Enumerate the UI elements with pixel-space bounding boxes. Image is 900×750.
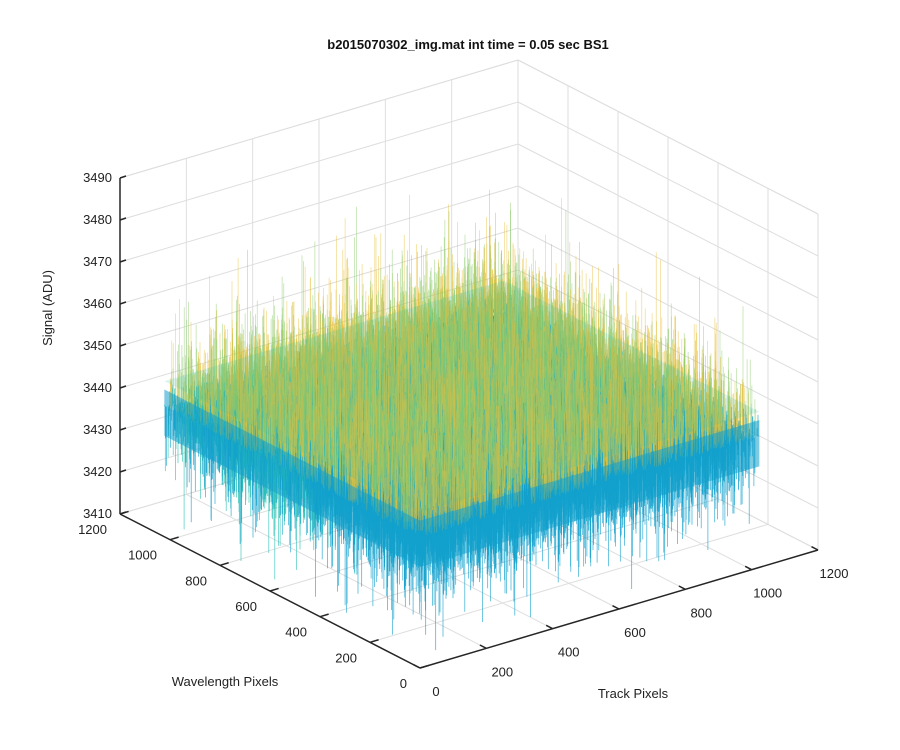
x-axis-label: Track Pixels — [598, 686, 669, 701]
z-tick — [119, 469, 127, 473]
z-tick — [119, 427, 127, 431]
chart-title: b2015070302_img.mat int time = 0.05 sec … — [327, 37, 608, 52]
z-tick — [119, 343, 127, 347]
y-tick — [169, 536, 179, 541]
y-tick — [369, 639, 379, 644]
y-tick-label: 1000 — [128, 548, 157, 563]
x-tick-label: 600 — [624, 625, 646, 640]
z-tick-label: 3410 — [83, 506, 112, 521]
floor-grid-y — [319, 498, 719, 618]
z-tick-label: 3490 — [83, 170, 112, 185]
x-tick-label: 400 — [558, 645, 580, 660]
y-tick-label: 0 — [400, 676, 407, 691]
back-wall-grid-z — [119, 101, 519, 221]
y-tick-label: 600 — [235, 599, 257, 614]
z-tick-label: 3420 — [83, 464, 112, 479]
x-tick — [744, 565, 753, 571]
y-tick — [419, 664, 429, 669]
y-tick-label: 800 — [185, 573, 207, 588]
floor-grid-y — [369, 523, 769, 643]
surface-front-face-y — [164, 389, 421, 567]
side-wall-grid-z — [517, 227, 819, 383]
side-wall-grid-z — [517, 101, 819, 257]
x-tick — [545, 624, 554, 630]
z-tick — [119, 511, 127, 515]
surface-top-tint — [164, 280, 760, 513]
back-wall-grid-z — [119, 143, 519, 263]
axis-layer: 0 200 400 600 800 1000 1200 0 200 400 600 800 1000 12… — [78, 170, 848, 699]
x-tick-label: 0 — [432, 684, 439, 699]
x-tick — [811, 545, 819, 551]
z-tick-label: 3470 — [83, 254, 112, 269]
y-tick — [219, 562, 229, 567]
z-tick — [119, 385, 127, 389]
z-tick — [119, 301, 127, 305]
y-tick — [269, 587, 279, 592]
z-tick-label: 3440 — [83, 380, 112, 395]
side-wall-grid-z — [517, 143, 819, 299]
z-tick-label: 3450 — [83, 338, 112, 353]
y-axis-label: Wavelength Pixels — [172, 674, 279, 689]
x-tick — [678, 585, 686, 591]
z-tick-label: 3480 — [83, 212, 112, 227]
back-wall-grid-z — [119, 185, 519, 305]
surface-layer — [164, 189, 760, 651]
z-tick — [119, 217, 127, 221]
x-tick — [612, 604, 620, 610]
y-tick-label: 400 — [285, 625, 307, 640]
box-edge — [517, 59, 819, 215]
x-tick-label: 1000 — [753, 586, 782, 601]
y-tick-label: 200 — [335, 650, 357, 665]
side-wall-grid-z — [517, 185, 819, 341]
x-tick-label: 200 — [491, 664, 513, 679]
z-tick-label: 3430 — [83, 422, 112, 437]
surface-front-face-x — [420, 420, 760, 567]
box-edge — [119, 59, 519, 179]
y-tick-label: 1200 — [78, 522, 107, 537]
z-tick-label: 3460 — [83, 296, 112, 311]
x-tick — [413, 663, 421, 669]
x-tick-label: 800 — [690, 605, 712, 620]
x-tick-label: 1200 — [820, 566, 849, 581]
x-tick — [479, 644, 487, 650]
z-tick — [119, 259, 127, 263]
z-tick — [119, 175, 127, 179]
z-axis-label: Signal (ADU) — [40, 270, 55, 346]
y-tick — [319, 613, 329, 618]
